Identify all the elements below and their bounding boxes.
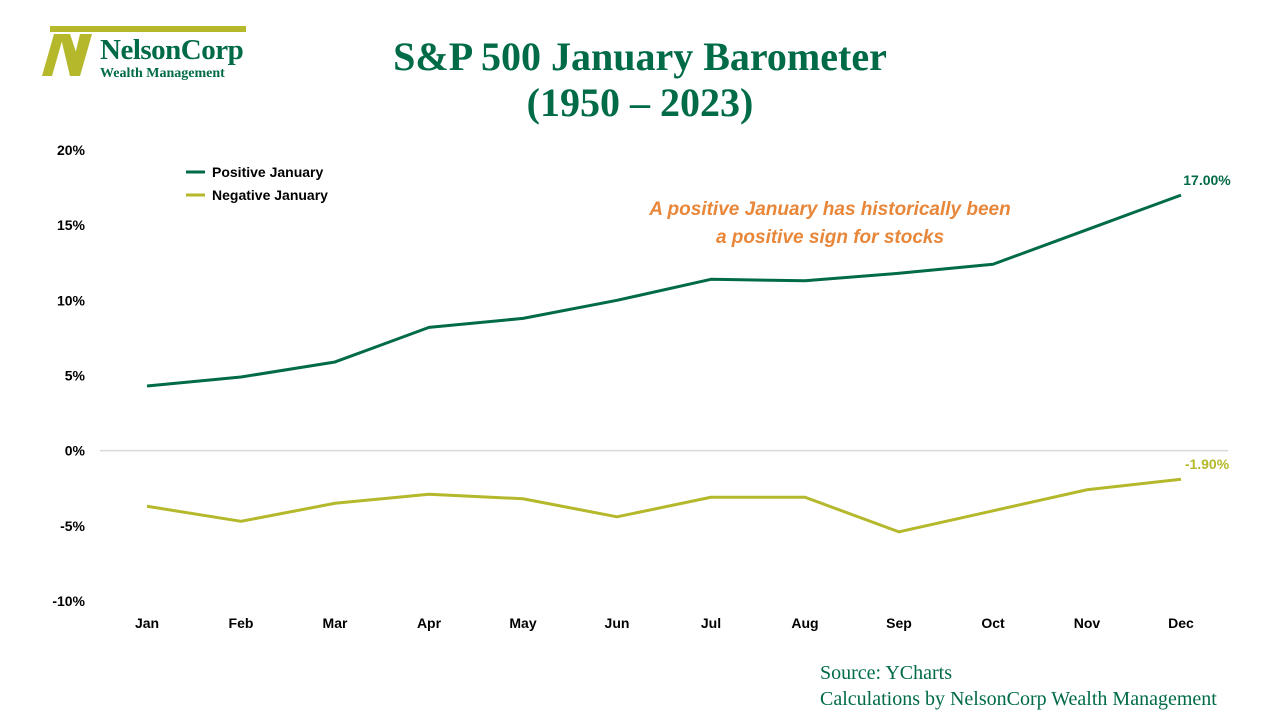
logo-name: NelsonCorp: [100, 34, 244, 66]
series-line-negative-january: [146, 477, 1182, 534]
y-tick-label: -10%: [52, 593, 85, 609]
chart-title: S&P 500 January Barometer (1950 – 2023): [0, 34, 1280, 126]
x-tick-label: Apr: [417, 615, 442, 631]
y-tick-label: -5%: [60, 518, 85, 534]
x-tick-label: Sep: [886, 615, 912, 631]
x-tick-label: Mar: [323, 615, 348, 631]
nelsoncorp-logo: NelsonCorp Wealth Management: [40, 26, 250, 81]
x-tick-label: Jul: [701, 615, 721, 631]
logo-n-mark-icon: [42, 34, 92, 76]
chart-title-line1: S&P 500 January Barometer: [393, 34, 887, 79]
annotation-line2: a positive sign for stocks: [715, 227, 945, 248]
logo-bar: [50, 26, 246, 32]
data-label-positive-dec: 17.00%: [1183, 172, 1231, 188]
x-tick-label: Dec: [1168, 615, 1194, 631]
source-note: Source: YCharts Calculations by NelsonCo…: [820, 660, 1217, 712]
y-tick-label: 15%: [57, 217, 86, 233]
x-tick-label: Jun: [605, 615, 630, 631]
y-tick-label: 5%: [65, 368, 86, 384]
legend: Positive January Negative January: [186, 164, 328, 203]
y-axis: 20% 15% 10% 5% 0% -5% -10%: [52, 142, 85, 609]
x-tick-label: May: [509, 615, 536, 631]
y-tick-label: 0%: [65, 443, 86, 459]
x-axis: Jan Feb Mar Apr May Jun Jul Aug Sep Oct Nov Dec: [135, 615, 1194, 631]
x-tick-label: Oct: [981, 615, 1005, 631]
series-line-positive-january: [146, 193, 1182, 388]
chart-annotation: A positive January has historically been…: [600, 196, 1060, 252]
chart-title-line2: (1950 – 2023): [526, 80, 754, 125]
source-line1: Source: YCharts: [820, 662, 953, 684]
x-tick-label: Nov: [1074, 615, 1101, 631]
data-label-negative-dec: -1.90%: [1185, 456, 1230, 472]
logo-subtitle: Wealth Management: [100, 66, 225, 81]
legend-entry: Negative January: [212, 187, 328, 203]
legend-entry: Positive January: [212, 164, 323, 180]
y-tick-label: 10%: [57, 292, 86, 308]
y-tick-label: 20%: [57, 142, 86, 158]
x-tick-label: Jan: [135, 615, 159, 631]
source-line2: Calculations by NelsonCorp Wealth Manage…: [820, 688, 1217, 710]
series-lines: 17.00% -1.90%: [146, 172, 1231, 534]
x-tick-label: Aug: [791, 615, 818, 631]
x-tick-label: Feb: [229, 615, 254, 631]
annotation-line1: A positive January has historically been: [649, 199, 1011, 220]
